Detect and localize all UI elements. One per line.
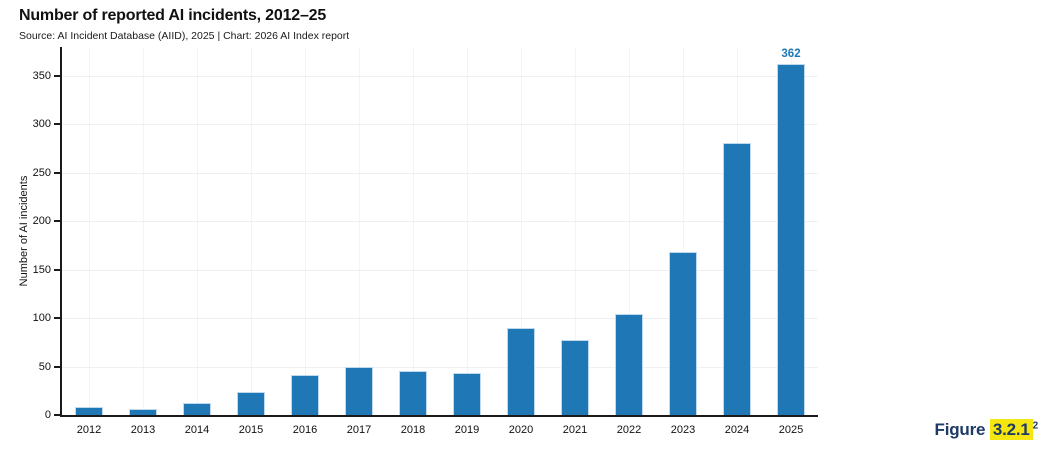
bar-2023: [669, 252, 697, 415]
gridline-horizontal: [62, 221, 818, 223]
chart-title: Number of reported AI incidents, 2012–25: [19, 7, 327, 24]
y-tick-mark: [54, 220, 60, 223]
x-tick-label-2018: 2018: [400, 424, 426, 436]
gridline-vertical: [88, 47, 90, 415]
y-tick-label: 0: [44, 409, 51, 421]
y-tick-mark: [54, 317, 60, 320]
x-tick-label-2012: 2012: [76, 424, 102, 436]
gridline-horizontal: [62, 366, 818, 368]
figure-footnote-superscript: 2: [1032, 420, 1039, 432]
bar-2022: [615, 314, 643, 415]
x-tick-label-2014: 2014: [184, 424, 210, 436]
gridline-vertical: [574, 47, 576, 415]
x-axis-line: [60, 415, 818, 417]
figure-label-prefix: Figure: [934, 420, 990, 439]
figure-number-highlight: 3.2.1: [989, 419, 1033, 440]
x-tick-label-2023: 2023: [670, 424, 696, 436]
x-tick-label-2016: 2016: [292, 424, 318, 436]
y-tick-mark: [54, 268, 60, 271]
bar-2014: [183, 403, 211, 415]
x-tick-label-2020: 2020: [508, 424, 534, 436]
x-tick-label-2017: 2017: [346, 424, 372, 436]
plot-area: [62, 47, 818, 415]
bar-2018: [399, 371, 427, 415]
bar-2017: [345, 366, 373, 415]
gridline-horizontal: [62, 269, 818, 271]
bar-value-label-2025: 362: [781, 48, 801, 61]
y-tick-label: 350: [32, 70, 51, 83]
x-tick-label-2019: 2019: [454, 424, 480, 436]
x-tick-label-2015: 2015: [238, 424, 264, 436]
gridline-vertical: [304, 47, 306, 415]
bar-2021: [561, 340, 589, 415]
x-tick-label-2025: 2025: [778, 424, 804, 436]
figure-label: Figure 3.2.1 2: [934, 419, 1039, 440]
gridline-horizontal: [62, 318, 818, 320]
gridline-horizontal: [62, 76, 818, 78]
gridline-horizontal: [62, 124, 818, 126]
x-tick-label-2021: 2021: [562, 424, 588, 436]
gridline-horizontal: [62, 172, 818, 174]
x-tick-label-2013: 2013: [130, 424, 156, 436]
y-tick-label: 200: [32, 215, 51, 228]
y-tick-label: 250: [32, 166, 51, 179]
y-tick-mark: [54, 75, 60, 78]
y-tick-mark: [54, 365, 60, 368]
y-tick-label: 100: [32, 312, 51, 325]
gridline-vertical: [142, 47, 144, 415]
gridline-vertical: [196, 47, 198, 415]
gridline-vertical: [412, 47, 414, 415]
gridline-vertical: [358, 47, 360, 415]
y-tick-label: 300: [32, 118, 51, 131]
y-tick-label: 50: [38, 360, 51, 373]
bar-2012: [75, 407, 103, 415]
x-tick-label-2024: 2024: [724, 424, 750, 436]
gridline-vertical: [628, 47, 630, 415]
gridline-vertical: [682, 47, 684, 415]
y-tick-label: 150: [32, 263, 51, 276]
x-tick-label-2022: 2022: [616, 424, 642, 436]
bar-2025: [777, 64, 805, 415]
bar-2019: [453, 373, 481, 415]
y-tick-mark: [54, 414, 60, 416]
chart-subtitle: Source: AI Incident Database (AIID), 202…: [19, 30, 350, 42]
y-axis-line: [60, 47, 62, 417]
gridline-vertical: [520, 47, 522, 415]
gridline-vertical: [250, 47, 252, 415]
gridline-vertical: [466, 47, 468, 415]
bar-2015: [237, 391, 265, 415]
bar-2013: [129, 409, 157, 415]
bar-2016: [291, 375, 319, 415]
y-tick-mark: [54, 123, 60, 126]
bar-2020: [507, 327, 535, 415]
bar-2024: [723, 142, 751, 415]
y-tick-mark: [54, 171, 60, 174]
